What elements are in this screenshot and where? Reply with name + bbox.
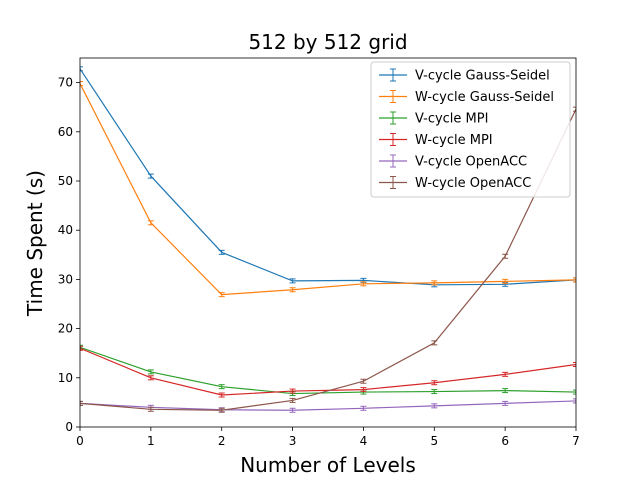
legend-item-v-cycle-mpi: V-cycle MPI bbox=[379, 111, 488, 127]
x-tick-label: 3 bbox=[289, 434, 297, 448]
series-line-v-cycle-openacc bbox=[80, 400, 576, 411]
y-axis-label: Time Spent (s) bbox=[23, 170, 47, 317]
y-tick-label: 50 bbox=[58, 174, 73, 188]
series-line-v-cycle-mpi bbox=[80, 346, 576, 395]
y-tick-label: 20 bbox=[58, 322, 73, 336]
series-line-w-cycle-openacc bbox=[80, 108, 576, 411]
legend-label: W-cycle OpenACC bbox=[415, 176, 531, 191]
legend-label: V-cycle MPI bbox=[415, 112, 488, 127]
legend-label: V-cycle OpenACC bbox=[415, 155, 527, 170]
series-group bbox=[80, 66, 576, 413]
plot-frame bbox=[79, 57, 577, 428]
legend-item-w-cycle-mpi: W-cycle MPI bbox=[379, 133, 493, 148]
legend-item-w-cycle-gauss-seidel: W-cycle Gauss-Seidel bbox=[379, 90, 554, 105]
legend-item-v-cycle-openacc: V-cycle OpenACC bbox=[379, 154, 527, 170]
legend-label: V-cycle Gauss-Seidel bbox=[415, 69, 550, 84]
y-tick-label: 30 bbox=[58, 272, 73, 286]
x-axis-label: Number of Levels bbox=[240, 453, 416, 477]
series-line-v-cycle-gauss-seidel bbox=[80, 68, 576, 286]
x-tick-label: 5 bbox=[430, 434, 438, 448]
x-tick-label: 2 bbox=[218, 434, 226, 448]
x-tick-label: 6 bbox=[501, 434, 509, 448]
y-tick-label: 40 bbox=[58, 223, 73, 237]
x-tick-label: 0 bbox=[76, 434, 84, 448]
y-tick-label: 60 bbox=[58, 125, 73, 139]
legend: V-cycle Gauss-Seidel W-cycle Gauss-Seidel… bbox=[370, 61, 571, 198]
x-tick-label: 1 bbox=[147, 434, 155, 448]
legend-box bbox=[370, 61, 571, 198]
x-tick-label: 7 bbox=[572, 434, 580, 448]
legend-item-w-cycle-openacc: W-cycle OpenACC bbox=[379, 176, 531, 191]
legend-label: W-cycle Gauss-Seidel bbox=[415, 90, 554, 105]
y-tick-label: 10 bbox=[58, 371, 73, 385]
chart-title: 512 by 512 grid bbox=[248, 30, 407, 54]
legend-label: W-cycle MPI bbox=[415, 133, 493, 148]
y-tick-label: 0 bbox=[65, 420, 73, 434]
x-tick-label: 4 bbox=[360, 434, 368, 448]
y-tick-label: 70 bbox=[58, 76, 73, 90]
series-line-w-cycle-gauss-seidel bbox=[80, 83, 576, 296]
legend-item-v-cycle-gauss-seidel: V-cycle Gauss-Seidel bbox=[379, 68, 550, 84]
